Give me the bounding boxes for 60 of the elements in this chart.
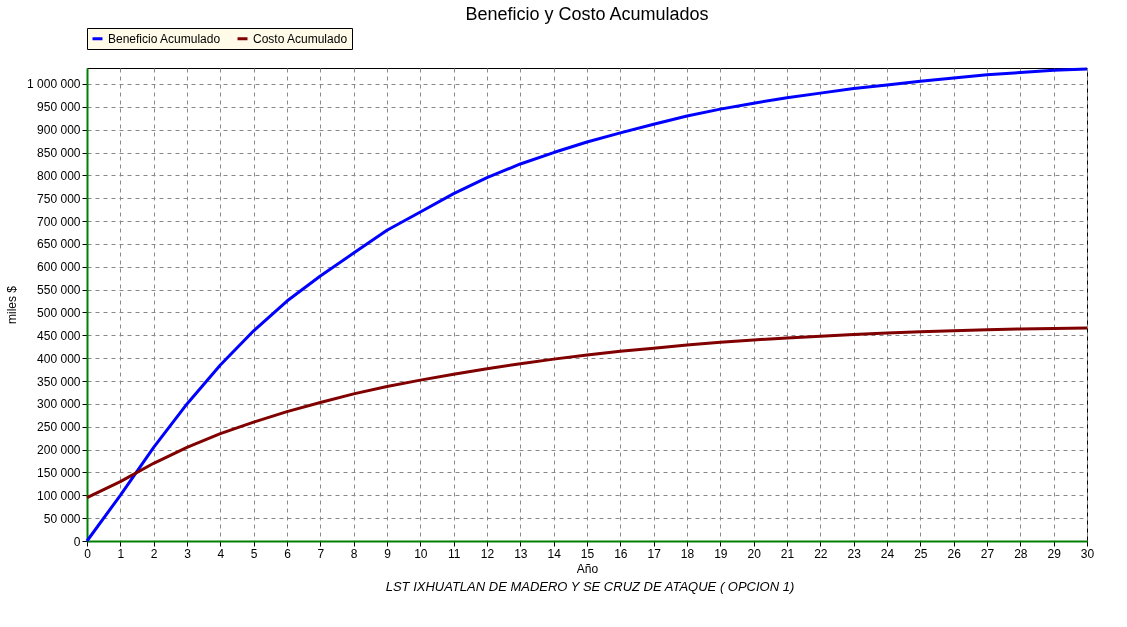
- y-tick-label: 500 000: [37, 306, 81, 320]
- y-tick-label: 100 000: [37, 488, 81, 503]
- x-tick-label: 16: [614, 546, 628, 561]
- y-axis-title: miles $: [5, 285, 20, 325]
- y-tick-label: 50 000: [43, 511, 81, 526]
- y-tick-label: 650 000: [37, 237, 81, 252]
- y-tick-label: 700 000: [37, 214, 81, 229]
- x-tick-label: 1: [117, 546, 125, 561]
- x-axis-title: Año: [576, 561, 599, 576]
- x-tick-label: 8: [350, 546, 358, 561]
- y-tick-label: 200 000: [37, 443, 81, 458]
- x-tick-label: 25: [914, 546, 928, 561]
- x-tick-label: 0: [84, 546, 92, 561]
- x-tick-label: 4: [217, 546, 225, 561]
- x-tick-label: 18: [680, 546, 695, 561]
- legend-label: Beneficio Acumulado: [108, 31, 221, 46]
- y-tick-label: 950 000: [37, 100, 81, 115]
- x-tick-label: 30: [1080, 546, 1095, 561]
- y-tick-label: 0: [73, 534, 81, 549]
- text: LST IXHUATLAN DE MADERO Y SE CRUZ DE ATAQUE ( OPCION 1): [384, 579, 796, 594]
- chart-title: Beneficio y Costo Acumulados: [465, 3, 709, 24]
- y-tick-label: 750 000: [37, 191, 81, 206]
- legend-label: Costo Acumulado: [253, 31, 348, 46]
- x-tick-label: 14: [547, 546, 562, 561]
- x-tick-label: 7: [317, 546, 325, 561]
- y-tick-label: 400 000: [37, 351, 81, 366]
- x-tick-label: 11: [447, 546, 461, 561]
- x-tick-label: 17: [647, 546, 662, 561]
- x-tick-label: 13: [514, 546, 528, 561]
- x-tick-label: 19: [714, 546, 728, 561]
- y-tick-label: 900 000: [37, 123, 81, 138]
- y-tick-label: 800 000: [37, 168, 81, 183]
- line-series: [85, 67, 1089, 543]
- x-tick-label: 12: [480, 546, 495, 561]
- y-tick-label: 600 000: [37, 260, 81, 275]
- x-tick-label: 23: [847, 546, 862, 561]
- x-tick-label: 21: [780, 546, 795, 561]
- x-tick-label: 22: [814, 546, 828, 561]
- x-tick-label: 15: [580, 546, 595, 561]
- y-tick-label: 350 000: [37, 374, 81, 389]
- x-tick-label: 3: [184, 546, 192, 561]
- line-series: [85, 326, 1089, 500]
- x-tick-label: 6: [284, 546, 292, 561]
- x-tick-label: 2: [150, 546, 158, 561]
- y-tick-label: 300 000: [37, 397, 81, 412]
- x-tick-label: 28: [1014, 546, 1028, 561]
- x-tick-label: 10: [414, 546, 428, 561]
- y-tick-label: 250 000: [37, 420, 81, 435]
- y-tick-label: 850 000: [37, 146, 81, 161]
- x-tick-label: 20: [747, 546, 762, 561]
- x-tick-label: 29: [1047, 546, 1062, 561]
- x-tick-label: 5: [250, 546, 258, 561]
- x-tick-label: 27: [980, 546, 995, 561]
- y-tick-label: 1 000 000: [27, 77, 81, 92]
- x-tick-label: 26: [947, 546, 962, 561]
- x-tick-label: 24: [880, 546, 895, 561]
- y-tick-label: 450 000: [37, 328, 81, 343]
- y-tick-label: 550 000: [37, 283, 81, 298]
- x-tick-label: 9: [384, 546, 392, 561]
- y-tick-label: 150 000: [37, 465, 81, 480]
